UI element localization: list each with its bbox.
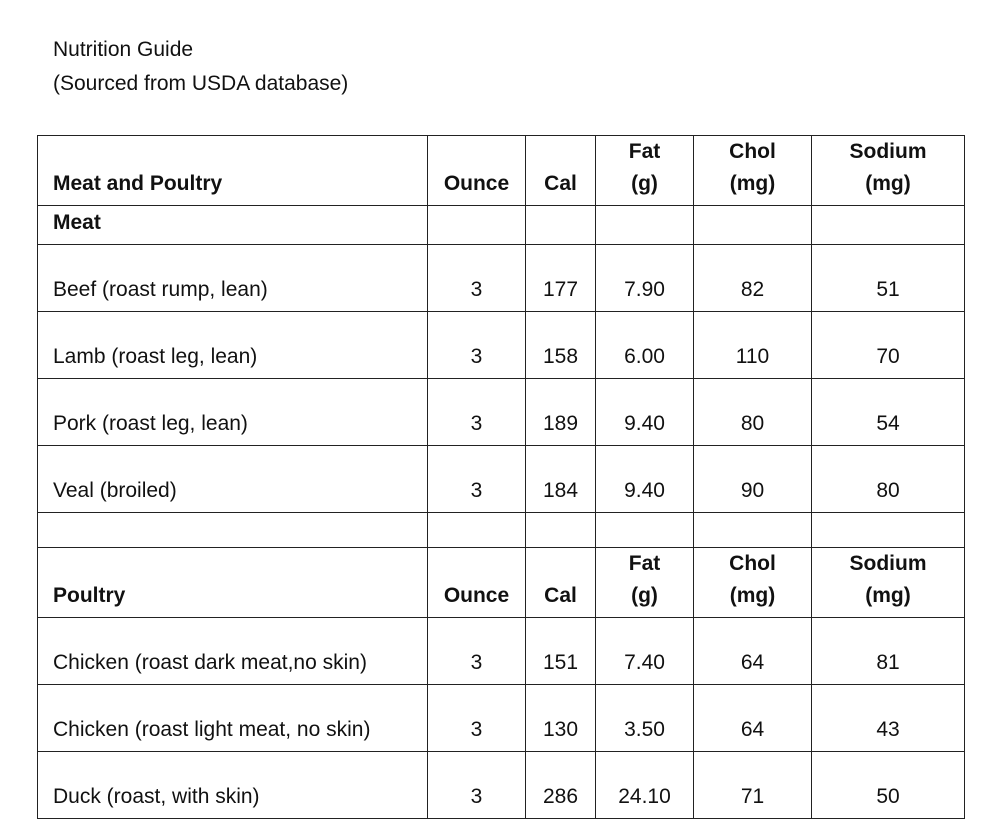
- poultry-header-sodium-label: Sodium (mg): [849, 552, 927, 607]
- header-cal: Cal: [525, 135, 596, 206]
- cell-sodium: 70: [811, 311, 965, 379]
- item-name: Lamb (roast leg, lean): [53, 345, 258, 368]
- cell-chol: 90: [693, 445, 812, 513]
- cell-fat: 7.90: [595, 244, 694, 312]
- header-chol: Chol (mg): [693, 135, 812, 206]
- table-row: Pork (roast leg, lean) 3 189 9.40 80 54: [37, 378, 965, 446]
- item-name: Chicken (roast light meat, no skin): [53, 718, 371, 741]
- cell-sodium: 51: [811, 244, 965, 312]
- cell-ounce: 3: [427, 751, 526, 819]
- cell-ounce: 3: [427, 244, 526, 312]
- poultry-header-fat: Fat (g): [595, 547, 694, 618]
- cell-sodium: 80: [811, 445, 965, 513]
- cell-chol: 64: [693, 617, 812, 685]
- item-name: Beef (roast rump, lean): [53, 278, 268, 301]
- cell-sodium: 54: [811, 378, 965, 446]
- header-fat: Fat (g): [595, 135, 694, 206]
- table-row: Chicken (roast light meat, no skin) 3 130 3…: [37, 684, 965, 752]
- poultry-header-fat-label: Fat (g): [628, 552, 661, 607]
- cell-cal: 184: [525, 445, 596, 513]
- cell-cal: 286: [525, 751, 596, 819]
- cell-name: Chicken (roast dark meat,no skin): [37, 617, 428, 685]
- cell-chol: 82: [693, 244, 812, 312]
- item-name: Duck (roast, with skin): [53, 785, 260, 808]
- cell-name: Chicken (roast light meat, no skin): [37, 684, 428, 752]
- poultry-header-chol: Chol (mg): [693, 547, 812, 618]
- cell-cal: 151: [525, 617, 596, 685]
- cell-chol: 71: [693, 751, 812, 819]
- cell-fat: 9.40: [595, 445, 694, 513]
- cell-ounce: 3: [427, 617, 526, 685]
- header-fat-label: Fat (g): [628, 140, 661, 195]
- poultry-header-name: Poultry: [37, 547, 428, 618]
- cell-fat: 7.40: [595, 617, 694, 685]
- cell-sodium: 50: [811, 751, 965, 819]
- table-header-row: Meat and Poultry Ounce Cal Fat (g) Chol …: [37, 135, 965, 206]
- section-label-meat: Meat: [37, 205, 428, 245]
- poultry-header-row: Poultry Ounce Cal Fat (g) Chol (mg) Sodium (m…: [37, 547, 965, 618]
- cell-cal: 177: [525, 244, 596, 312]
- section-row-meat: Meat: [37, 205, 965, 245]
- document-subtitle: (Sourced from USDA database): [53, 72, 349, 95]
- cell-name: Pork (roast leg, lean): [37, 378, 428, 446]
- cell-name: Lamb (roast leg, lean): [37, 311, 428, 379]
- cell-sodium: 81: [811, 617, 965, 685]
- item-name: Veal (broiled): [53, 479, 177, 502]
- poultry-header-chol-label: Chol (mg): [729, 552, 776, 607]
- cell-chol: 64: [693, 684, 812, 752]
- table-row: Lamb (roast leg, lean) 3 158 6.00 110 70: [37, 311, 965, 379]
- blank-row: [37, 512, 965, 548]
- poultry-header-sodium: Sodium (mg): [811, 547, 965, 618]
- cell-cal: 189: [525, 378, 596, 446]
- header-sodium-label: Sodium (mg): [849, 140, 927, 195]
- table-row: Duck (roast, with skin) 3 286 24.10 71 50: [37, 751, 965, 819]
- table-row: Chicken (roast dark meat,no skin) 3 151 7.4…: [37, 617, 965, 685]
- cell-ounce: 3: [427, 311, 526, 379]
- cell-chol: 80: [693, 378, 812, 446]
- item-name: Chicken (roast dark meat,no skin): [53, 651, 367, 674]
- poultry-header-cal: Cal: [525, 547, 596, 618]
- cell-fat: 24.10: [595, 751, 694, 819]
- cell-ounce: 3: [427, 378, 526, 446]
- cell-ounce: 3: [427, 445, 526, 513]
- table-row: Beef (roast rump, lean) 3 177 7.90 82 51: [37, 244, 965, 312]
- cell-sodium: 43: [811, 684, 965, 752]
- header-ounce: Ounce: [427, 135, 526, 206]
- header-name: Meat and Poultry: [37, 135, 428, 206]
- poultry-header-ounce: Ounce: [427, 547, 526, 618]
- cell-name: Veal (broiled): [37, 445, 428, 513]
- cell-fat: 9.40: [595, 378, 694, 446]
- table-row: Veal (broiled) 3 184 9.40 90 80: [37, 445, 965, 513]
- cell-name: Duck (roast, with skin): [37, 751, 428, 819]
- header-sodium: Sodium (mg): [811, 135, 965, 206]
- cell-cal: 130: [525, 684, 596, 752]
- header-chol-label: Chol (mg): [729, 140, 776, 195]
- cell-name: Beef (roast rump, lean): [37, 244, 428, 312]
- cell-cal: 158: [525, 311, 596, 379]
- item-name: Pork (roast leg, lean): [53, 412, 248, 435]
- document-title: Nutrition Guide: [53, 38, 194, 61]
- cell-ounce: 3: [427, 684, 526, 752]
- cell-fat: 6.00: [595, 311, 694, 379]
- cell-chol: 110: [693, 311, 812, 379]
- nutrition-table: Meat and Poultry Ounce Cal Fat (g) Chol …: [37, 135, 965, 819]
- cell-fat: 3.50: [595, 684, 694, 752]
